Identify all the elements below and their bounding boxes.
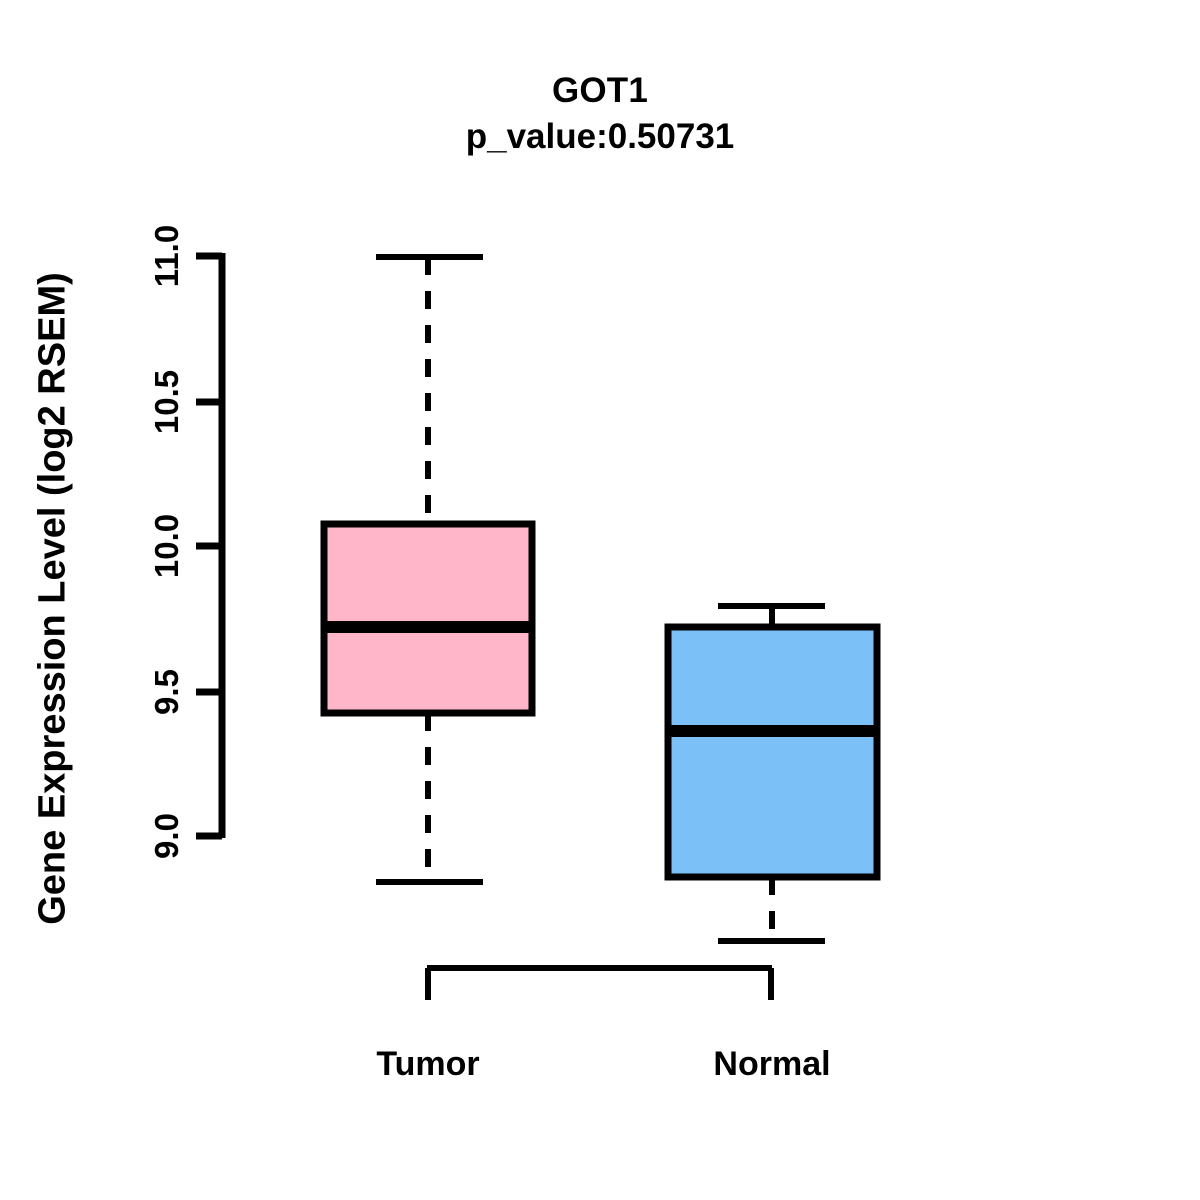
x-label-tumor: Tumor (376, 1045, 479, 1083)
box-group-normal (664, 603, 881, 944)
x-axis-category-labels: Tumor Normal (376, 1045, 830, 1083)
y-axis-tick-labels: 11.0 10.5 10.0 9.5 9.0 (148, 225, 185, 859)
normal-box-iqr (664, 623, 881, 881)
x-axis (425, 965, 774, 1000)
box-group-tumor (320, 254, 536, 885)
tumor-box-iqr (320, 520, 536, 717)
y-tick-label-3: 9.5 (148, 669, 185, 715)
y-tick-label-1: 10.5 (148, 370, 185, 434)
y-tick-label-4: 9.0 (148, 813, 185, 859)
y-tick-label-2: 10.0 (148, 514, 185, 578)
y-tick-label-0: 11.0 (148, 225, 185, 287)
y-axis (196, 252, 226, 840)
chart-subtitle-pvalue: p_value:0.50731 (465, 117, 735, 156)
chart-title: GOT1 (551, 71, 649, 110)
x-label-normal: Normal (713, 1045, 830, 1083)
